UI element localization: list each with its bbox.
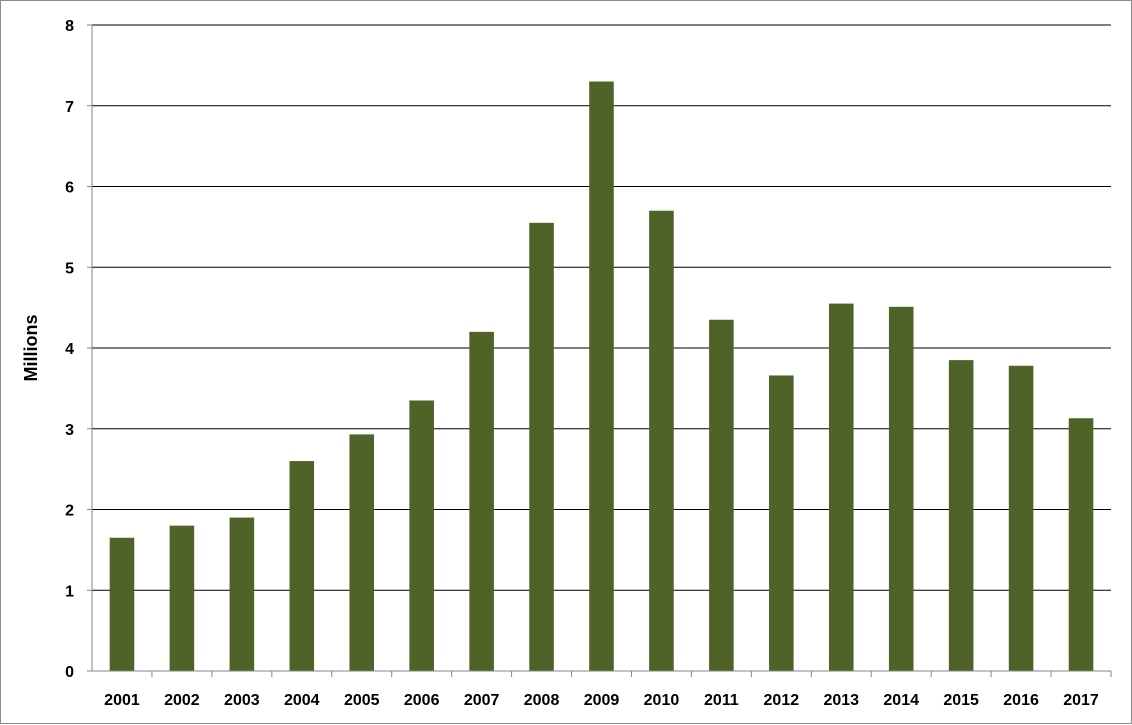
x-tick-label: 2006	[404, 692, 440, 709]
bar-2015	[948, 360, 974, 671]
x-tick-label: 2007	[464, 692, 500, 709]
x-tick-label: 2010	[644, 692, 680, 709]
x-tick-label: 2008	[524, 692, 560, 709]
bar-2007	[469, 331, 494, 671]
bar-2006	[409, 400, 434, 671]
bars	[109, 81, 1094, 671]
y-tick-labels: 0 1 2 3 4 5 6 7 8	[65, 18, 74, 681]
y-tick-label: 8	[65, 18, 74, 35]
x-tick-label: 2017	[1063, 692, 1099, 709]
y-axis-title: Millions	[21, 315, 41, 382]
x-tick-label: 2012	[764, 692, 800, 709]
bar-2014	[888, 306, 914, 671]
y-tick-label: 3	[65, 422, 74, 439]
x-tick-label: 2011	[704, 692, 739, 709]
bar-2002	[169, 525, 195, 671]
bar-2005	[349, 434, 375, 671]
x-tick-label: 2004	[284, 692, 320, 709]
bar-2009	[589, 81, 614, 671]
bar-2017	[1068, 418, 1094, 671]
x-tick-label: 2002	[164, 692, 200, 709]
x-tick-label: 2014	[883, 692, 919, 709]
bar-2013	[828, 303, 854, 671]
y-tick-label: 5	[65, 260, 74, 277]
x-tick-label: 2001	[104, 692, 140, 709]
x-tick-label: 2016	[1003, 692, 1039, 709]
x-tick-label: 2015	[943, 692, 979, 709]
y-tick-label: 2	[65, 503, 74, 520]
bar-2003	[229, 517, 255, 671]
bar-2010	[649, 210, 674, 671]
bar-2011	[709, 319, 734, 671]
y-tick-label: 4	[65, 341, 74, 358]
bar-2008	[529, 222, 554, 671]
y-tick-label: 7	[65, 99, 74, 116]
x-tick-label: 2003	[224, 692, 260, 709]
x-tick-label: 2009	[584, 692, 620, 709]
y-tick-label: 6	[65, 180, 74, 197]
x-tick-labels: 2001 2002 2003 2004 2005 2006 2007 2008 2009 2010…	[104, 692, 1099, 709]
axes	[91, 25, 1111, 672]
bar-2012	[769, 375, 794, 671]
bar-2001	[109, 537, 135, 671]
y-tick-label: 1	[65, 583, 74, 600]
y-tick-label: 0	[65, 664, 74, 681]
x-tick-label: 2005	[344, 692, 380, 709]
x-tick-label: 2013	[823, 692, 859, 709]
bar-2016	[1008, 365, 1034, 671]
bar-2004	[289, 461, 315, 671]
